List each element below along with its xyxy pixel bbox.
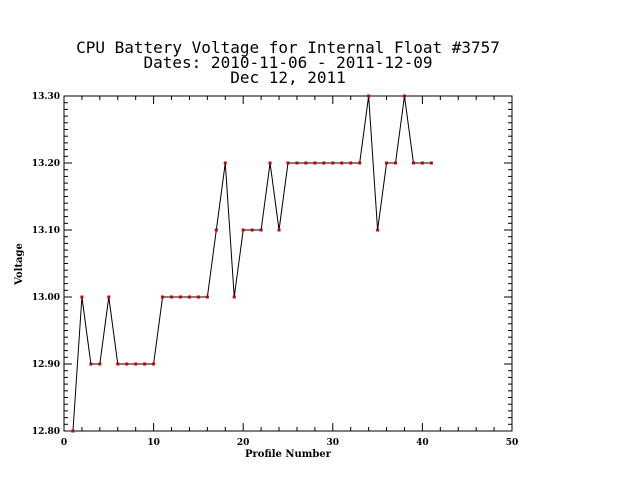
data-point [429,161,433,165]
x-tick-label: 40 [416,438,429,448]
y-tick-label: 13.20 [32,159,60,169]
data-point [134,362,138,366]
data-point [187,295,191,299]
data-point [322,161,326,165]
data-point [349,161,353,165]
data-point [161,295,165,299]
data-point [385,161,389,165]
data-point [223,161,227,165]
y-tick-label: 12.90 [32,360,60,370]
x-tick-label: 0 [61,438,67,448]
y-tick-label: 13.10 [32,226,60,236]
data-point [277,228,281,232]
y-tick-label: 13.30 [32,92,60,102]
data-point [98,362,102,366]
data-point [80,295,84,299]
data-point [340,161,344,165]
data-point [152,362,156,366]
x-tick-label: 20 [237,438,250,448]
data-point [116,362,120,366]
data-point [286,161,290,165]
data-point [259,228,263,232]
data-point [313,161,317,165]
x-tick-label: 50 [506,438,519,448]
data-point [170,295,174,299]
data-point [367,94,371,98]
data-point [295,161,299,165]
data-point [143,362,147,366]
y-axis-ticks: 12.80 12.90 13.00 13.10 13.20 13.30 [32,92,512,437]
data-point [178,295,182,299]
data-point [205,295,209,299]
data-point [232,295,236,299]
data-point [420,161,424,165]
data-point [411,161,415,165]
data-point [268,161,272,165]
y-axis-label: Voltage [14,243,25,286]
data-point [304,161,308,165]
x-tick-label: 30 [327,438,340,448]
plot-frame [63,95,513,432]
chart-title-line-2: Dates: 2010-11-06 - 2011-12-09 [144,53,433,72]
data-point [241,228,245,232]
data-point [71,429,75,433]
data-point [250,228,254,232]
chart-title-line-1: CPU Battery Voltage for Internal Float #… [76,38,500,57]
series-layer [71,94,433,433]
data-point [394,161,398,165]
y-tick-label: 12.80 [32,427,60,437]
x-axis-ticks: 0 10 20 30 40 50 [61,96,518,448]
data-point [107,295,111,299]
data-point [89,362,93,366]
data-point [376,228,380,232]
data-point [214,228,218,232]
series-line [72,95,432,432]
y-tick-label: 13.00 [32,293,60,303]
x-axis-label: Profile Number [245,449,332,460]
data-point [196,295,200,299]
chart-title-line-3: Dec 12, 2011 [230,68,346,87]
data-point [331,161,335,165]
data-point [402,94,406,98]
data-point [125,362,129,366]
data-point [358,161,362,165]
x-tick-label: 10 [147,438,160,448]
